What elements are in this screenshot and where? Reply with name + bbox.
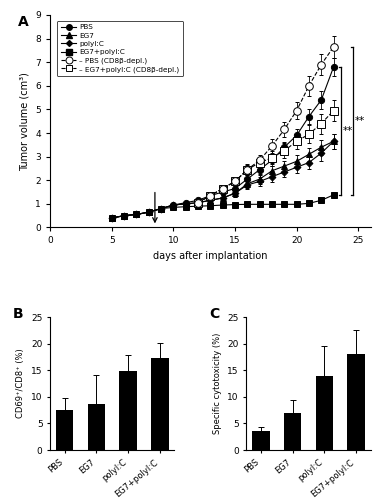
X-axis label: days after implantation: days after implantation — [153, 251, 267, 261]
Bar — [316, 376, 333, 450]
Bar — [88, 404, 105, 450]
Text: C: C — [209, 306, 219, 320]
Text: **: ** — [343, 126, 353, 136]
Bar — [284, 413, 301, 450]
Text: **: ** — [355, 116, 366, 126]
Y-axis label: Tumor volume (cm³): Tumor volume (cm³) — [20, 72, 30, 170]
Y-axis label: Specific cytotoxicity (%): Specific cytotoxicity (%) — [213, 333, 222, 434]
Text: B: B — [13, 306, 24, 320]
Text: A: A — [18, 15, 29, 29]
Y-axis label: CD69⁺/CD8⁺ (%): CD69⁺/CD8⁺ (%) — [17, 348, 25, 418]
Bar — [56, 410, 73, 450]
Bar — [119, 372, 137, 450]
Legend: PBS, EG7, polyI:C, EG7+polyI:C, – PBS (CD8β-depl.), – EG7+polyI:C (CD8β-depl.): PBS, EG7, polyI:C, EG7+polyI:C, – PBS (C… — [57, 20, 183, 76]
Bar — [151, 358, 169, 450]
Bar — [347, 354, 365, 450]
Bar — [252, 432, 269, 450]
